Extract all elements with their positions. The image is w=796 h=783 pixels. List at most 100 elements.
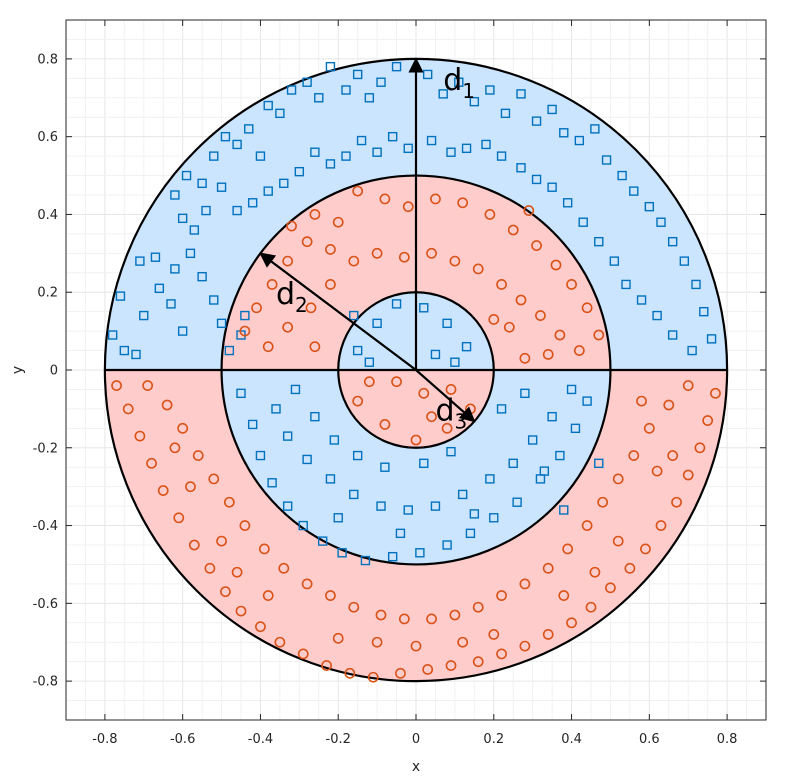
square-marker: [279, 178, 289, 189]
square-marker: [349, 310, 359, 321]
square-marker: [516, 163, 526, 173]
square-marker: [422, 69, 433, 80]
distance-label-base: d: [443, 63, 462, 98]
circle-marker: [663, 399, 675, 411]
circle-marker: [585, 601, 597, 613]
y-axis-label: y: [10, 366, 26, 374]
circle-marker: [309, 209, 321, 220]
square-marker: [590, 124, 600, 134]
square-marker: [185, 248, 196, 259]
square-marker: [531, 174, 542, 185]
square-marker: [201, 205, 211, 216]
square-marker: [197, 178, 207, 189]
circle-marker: [655, 520, 667, 531]
square-marker: [333, 513, 343, 523]
square-marker: [325, 474, 336, 484]
circle-marker: [274, 636, 286, 648]
circle-marker: [542, 629, 554, 640]
square-marker: [170, 264, 180, 274]
square-marker: [139, 310, 149, 321]
square-marker: [349, 489, 359, 500]
square-marker: [679, 256, 690, 266]
square-marker: [617, 170, 627, 181]
circle-marker: [445, 660, 457, 671]
square-marker: [629, 186, 639, 196]
square-marker: [341, 151, 351, 161]
circle-marker: [484, 209, 496, 220]
square-marker: [547, 182, 557, 192]
square-marker: [189, 225, 200, 235]
square-marker: [574, 135, 585, 146]
circle-marker: [597, 496, 609, 508]
square-marker: [107, 330, 118, 340]
square-marker: [446, 446, 456, 457]
circle-marker: [142, 380, 154, 391]
circle-marker: [204, 562, 216, 574]
circle-marker: [262, 341, 274, 353]
circle-marker: [301, 578, 313, 590]
square-marker: [667, 330, 678, 340]
circle-marker: [558, 590, 570, 601]
square-marker: [430, 349, 441, 360]
circle-marker: [410, 434, 422, 446]
square-marker: [687, 345, 697, 356]
square-marker: [387, 131, 398, 142]
square-marker: [352, 69, 363, 80]
square-marker: [352, 450, 363, 461]
distance-label-subscript: 1: [462, 79, 475, 103]
square-marker: [131, 349, 141, 360]
square-marker: [508, 458, 518, 469]
circle-marker: [251, 302, 262, 314]
circle-marker: [519, 352, 531, 364]
square-marker: [314, 93, 324, 103]
x-axis-label: x: [412, 759, 420, 775]
data-markers: [107, 61, 721, 683]
square-marker: [255, 151, 266, 161]
square-marker: [255, 450, 266, 461]
circle-marker: [278, 562, 290, 574]
distance-label-base: d: [435, 394, 454, 429]
square-marker: [220, 131, 231, 142]
square-marker: [267, 478, 277, 488]
square-marker: [247, 198, 258, 208]
circle-marker: [348, 601, 360, 613]
square-marker: [329, 435, 340, 445]
distance-label-subscript: 3: [454, 410, 467, 434]
square-marker: [282, 501, 293, 511]
square-marker: [302, 77, 312, 87]
square-marker: [562, 198, 573, 208]
circle-marker: [519, 640, 531, 652]
y-tick-label: -0.4: [33, 519, 58, 534]
square-marker: [286, 85, 297, 95]
circle-marker: [503, 321, 515, 333]
square-marker: [469, 96, 480, 107]
square-marker: [177, 213, 188, 224]
square-marker: [298, 520, 308, 531]
square-marker: [119, 345, 130, 356]
circle-marker: [177, 422, 189, 434]
circle-marker: [375, 609, 387, 621]
circle-marker: [352, 185, 364, 197]
circle-marker: [332, 632, 344, 644]
circle-marker: [643, 422, 655, 434]
circle-marker: [449, 609, 461, 621]
square-marker: [609, 256, 620, 266]
circle-marker: [445, 384, 457, 395]
square-marker: [500, 108, 511, 119]
square-marker: [232, 205, 242, 216]
square-marker: [337, 548, 347, 558]
circle-marker: [554, 329, 566, 341]
square-marker: [461, 341, 472, 352]
square-marker: [644, 201, 655, 212]
square-marker: [578, 217, 588, 227]
circle-marker: [702, 415, 714, 426]
circle-marker: [550, 259, 562, 271]
circle-marker: [371, 247, 383, 259]
square-marker: [372, 318, 382, 329]
square-marker: [520, 388, 530, 399]
square-marker: [275, 108, 285, 119]
distance-label-3: d3: [435, 394, 467, 434]
square-marker: [457, 489, 468, 500]
square-marker: [216, 318, 227, 329]
